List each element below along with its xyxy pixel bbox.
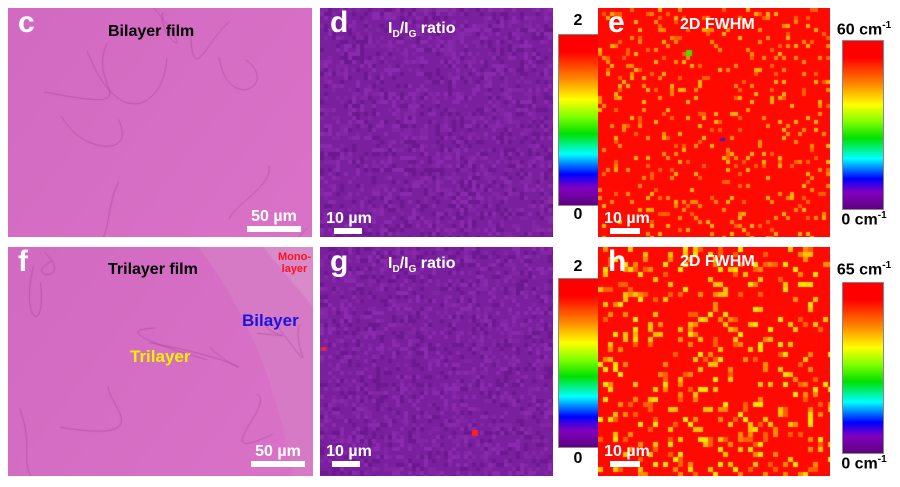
colorbar-e <box>842 40 884 210</box>
panel-title: 2D FWHM <box>680 16 755 33</box>
colorbar-g <box>558 278 600 448</box>
colorbar-max: 65 cm-1 <box>836 260 892 279</box>
colorbar-min: 0 <box>573 206 583 223</box>
scale-label: 10 µm <box>604 443 650 460</box>
scale-bar: 10 µm <box>600 210 654 234</box>
fwhm-map-h: h 2D FWHM 10 µm <box>598 247 830 476</box>
panel-letter: c <box>18 8 35 39</box>
map-pixels <box>320 247 553 476</box>
panel-title: Bilayer film <box>108 23 195 40</box>
scale-bar: 10 µm <box>600 443 654 467</box>
panel-letter: f <box>18 247 28 278</box>
label-monolayer: Mono-layer <box>278 251 311 275</box>
map-pixels <box>320 8 553 237</box>
colorbar-min: 0 <box>573 450 583 467</box>
optical-texture <box>8 8 312 237</box>
map-pixels <box>598 247 830 476</box>
scale-label: 50 µm <box>255 443 301 460</box>
panel-letter: g <box>330 247 349 278</box>
colorbar-max: 2 <box>573 258 583 275</box>
panel-title: 2D FWHM <box>680 253 755 270</box>
label-bilayer: Bilayer <box>242 311 299 330</box>
optical-image-bilayer: c Bilayer film 50 µm <box>8 8 312 237</box>
scale-label: 10 µm <box>604 210 650 227</box>
colorbar-max: 60 cm-1 <box>836 20 892 39</box>
scale-bar: 50 µm <box>248 443 308 467</box>
colorbar-min: 0 cm-1 <box>841 210 887 229</box>
panel-title: Trilayer film <box>108 261 198 278</box>
panel-title: ID/IG ratio <box>388 20 456 41</box>
ratio-map-g: g ID/IG ratio 10 µm <box>320 247 553 476</box>
scale-label: 50 µm <box>251 208 297 225</box>
optical-image-trilayer: f Trilayer film Mono-layer Bilayer Trila… <box>8 247 313 476</box>
panel-letter: h <box>608 247 627 278</box>
scale-label: 10 µm <box>326 210 372 227</box>
colorbar-h <box>842 282 884 454</box>
scale-bar: 10 µm <box>324 443 374 467</box>
scale-bar: 10 µm <box>324 210 374 234</box>
label-trilayer: Trilayer <box>130 347 191 366</box>
colorbar-max: 2 <box>573 12 583 29</box>
panel-letter: e <box>608 8 625 39</box>
optical-texture <box>8 247 313 476</box>
scale-bar: 50 µm <box>244 208 304 232</box>
map-pixels <box>598 8 830 237</box>
colorbar-d <box>558 34 600 206</box>
fwhm-map-e: e 2D FWHM 10 µm <box>598 8 830 237</box>
panel-title: ID/IG ratio <box>388 255 456 276</box>
colorbar-min: 0 cm-1 <box>841 454 887 473</box>
scale-label: 10 µm <box>326 443 372 460</box>
ratio-map-d: d ID/IG ratio 10 µm <box>320 8 553 237</box>
panel-letter: d <box>330 8 349 39</box>
